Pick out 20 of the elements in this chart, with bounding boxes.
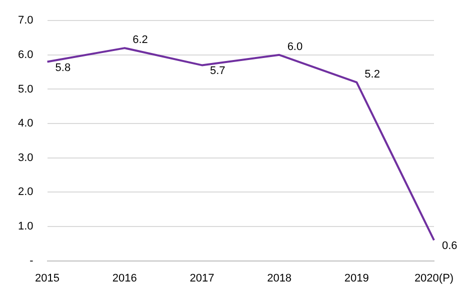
y-tick-label: 4.0 (18, 118, 34, 130)
x-tick-label: 2016 (112, 272, 137, 284)
data-label: 0.6 (442, 240, 458, 252)
y-tick-label: 2.0 (18, 186, 34, 198)
data-label: 6.2 (132, 34, 148, 46)
x-tick-label: 2018 (267, 272, 292, 284)
x-tick-label: 2017 (190, 272, 214, 284)
y-tick-label: 3.0 (18, 152, 34, 164)
y-tick-label: 1.0 (18, 220, 34, 233)
x-tick-label: 2015 (35, 272, 60, 284)
y-tick-label: 5.0 (18, 83, 34, 96)
y-tick-label: 7.0 (18, 14, 34, 27)
y-tick-label: - (30, 254, 34, 267)
data-label: 5.8 (55, 62, 71, 74)
x-tick-label: 2020(P) (414, 272, 454, 284)
x-tick-label: 2019 (344, 272, 369, 284)
y-tick-label: 6.0 (18, 48, 34, 61)
data-label: 5.7 (210, 65, 226, 78)
data-label: 6.0 (287, 40, 303, 53)
data-label: 5.2 (364, 68, 380, 80)
